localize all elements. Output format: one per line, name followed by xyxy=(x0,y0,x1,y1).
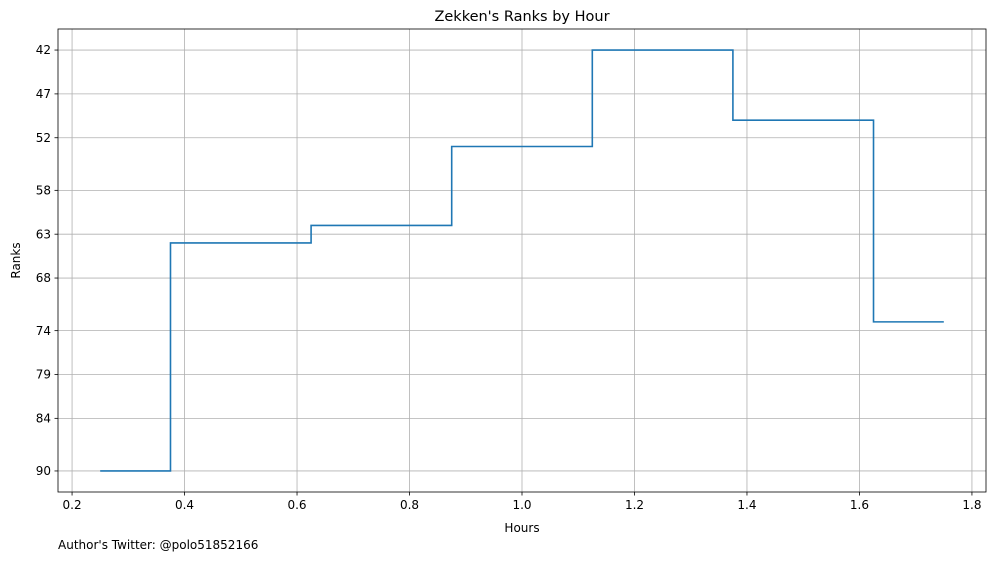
y-tick-label: 47 xyxy=(36,87,51,101)
chart-title: Zekken's Ranks by Hour xyxy=(434,9,609,25)
x-tick-label: 0.4 xyxy=(175,498,194,512)
x-tick-label: 0.6 xyxy=(287,498,306,512)
x-tick-label: 1.8 xyxy=(962,498,981,512)
series-layer xyxy=(100,49,944,472)
y-tick-label: 63 xyxy=(36,227,51,241)
y-tick-label: 58 xyxy=(36,184,51,198)
y-tick-label: 74 xyxy=(36,324,51,338)
x-tick-label: 0.8 xyxy=(400,498,419,512)
y-axis-label: Ranks xyxy=(9,242,23,278)
x-tick-label: 1.4 xyxy=(737,498,756,512)
rank-step-line xyxy=(100,49,944,472)
y-axis-ticks: 42 47 52 58 63 68 74 79 84 90 xyxy=(36,43,58,478)
x-tick-label: 1.0 xyxy=(512,498,531,512)
y-tick-label: 84 xyxy=(36,412,51,426)
y-tick-label: 79 xyxy=(36,368,51,382)
x-axis-ticks: 0.2 0.4 0.6 0.8 1.0 1.2 1.4 1.6 1.8 xyxy=(63,492,981,512)
author-credit: Author's Twitter: @polo51852166 xyxy=(58,538,259,552)
y-tick-label: 52 xyxy=(36,131,51,145)
grid-lines xyxy=(58,29,986,492)
x-tick-label: 1.6 xyxy=(850,498,869,512)
x-axis-label: Hours xyxy=(504,521,539,535)
y-tick-label: 42 xyxy=(36,43,51,57)
y-tick-label: 68 xyxy=(36,271,51,285)
x-tick-label: 1.2 xyxy=(625,498,644,512)
x-tick-label: 0.2 xyxy=(63,498,82,512)
y-tick-label: 90 xyxy=(36,464,51,478)
